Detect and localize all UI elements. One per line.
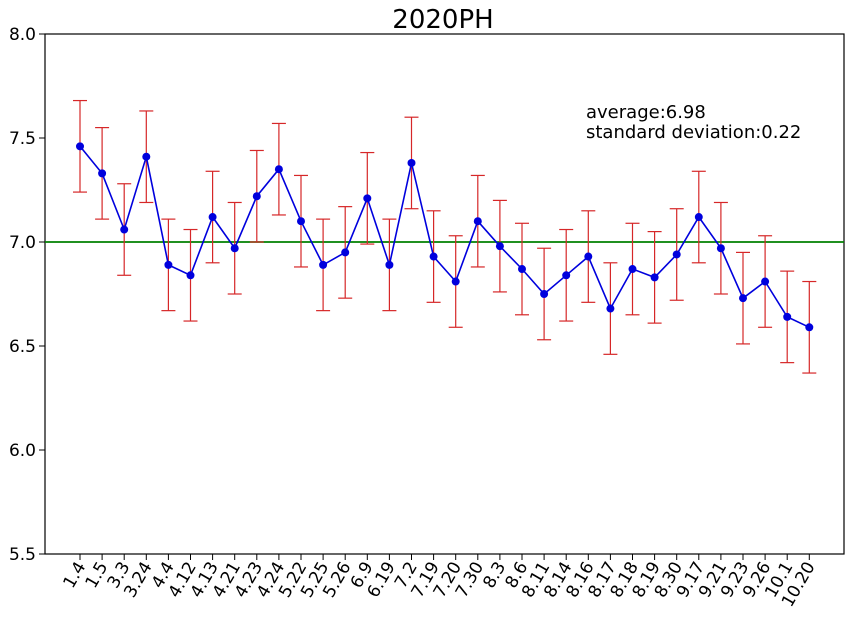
y-tick-label: 6.0	[9, 441, 36, 461]
data-point	[739, 294, 747, 303]
plot-frame	[44, 33, 845, 555]
y-tick-label: 5.5	[9, 545, 36, 565]
data-point	[186, 271, 195, 280]
data-point	[385, 260, 394, 269]
data-point	[761, 277, 770, 286]
data-point	[783, 312, 792, 321]
data-point	[429, 252, 438, 261]
annotations: average:6.98 standard deviation:0.22	[586, 102, 801, 143]
data-point	[540, 290, 549, 298]
data-point	[208, 213, 217, 222]
data-point	[297, 217, 305, 226]
data-point	[606, 304, 615, 313]
y-tick-label: 7.5	[9, 129, 36, 149]
data-point	[274, 165, 283, 174]
annotation-average: average:6.98	[586, 102, 706, 123]
data-point	[98, 169, 107, 178]
data-point	[716, 244, 725, 253]
data-point	[120, 225, 129, 234]
data-point	[672, 250, 681, 259]
data-point	[562, 271, 571, 280]
data-point	[363, 194, 372, 203]
series-group	[76, 142, 814, 332]
data-point	[473, 217, 482, 226]
chart-title: 2020PH	[392, 5, 493, 35]
data-point	[495, 242, 504, 251]
axes: 5.56.06.57.07.58.01.41.53.33.244.44.124.…	[9, 25, 845, 611]
data-point	[319, 260, 328, 269]
data-point	[341, 248, 350, 257]
data-point	[628, 265, 637, 274]
data-point	[164, 260, 173, 269]
y-tick-label: 7.0	[9, 233, 36, 253]
data-point	[518, 265, 526, 274]
data-point	[230, 244, 239, 253]
data-point	[694, 213, 703, 222]
data-point	[451, 277, 460, 286]
data-point	[805, 323, 814, 332]
data-point	[584, 252, 593, 261]
data-point	[650, 273, 659, 282]
series-line	[79, 145, 810, 329]
data-point	[76, 142, 84, 151]
y-tick-label: 8.0	[9, 25, 36, 45]
y-tick-label: 6.5	[9, 337, 36, 357]
data-point	[142, 152, 151, 161]
data-point	[252, 192, 261, 201]
data-point	[407, 158, 416, 167]
annotation-std: standard deviation:0.22	[586, 122, 801, 143]
